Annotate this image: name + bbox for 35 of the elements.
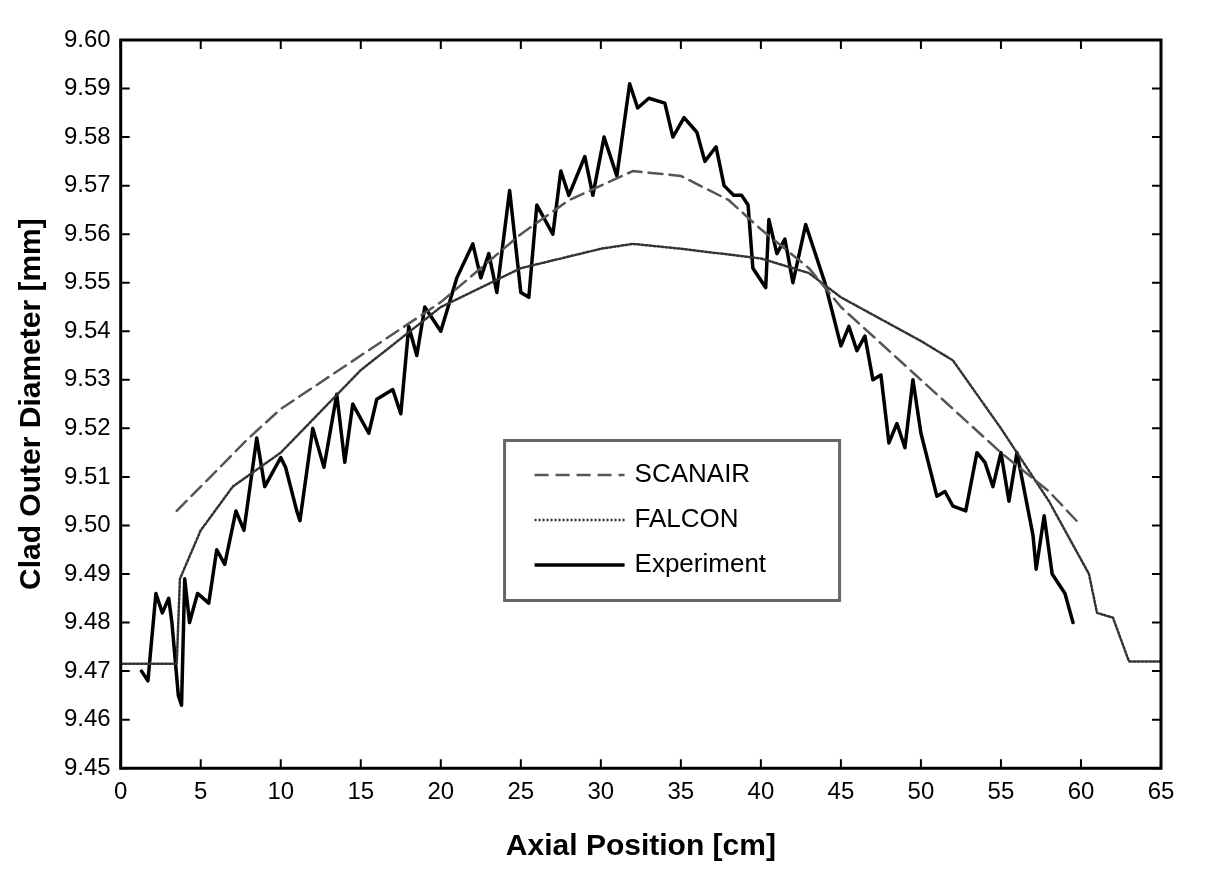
x-tick-label: 65 <box>1147 777 1175 805</box>
x-tick-label: 55 <box>987 777 1015 805</box>
legend-label: FALCON <box>634 503 739 534</box>
x-tick-label: 25 <box>507 777 535 805</box>
y-tick-label: 9.54 <box>63 315 111 343</box>
x-axis-title: Axial Position [cm] <box>505 828 776 862</box>
x-tick-label: 35 <box>667 777 695 805</box>
x-tick-label: 10 <box>267 777 295 805</box>
x-tick-label: 60 <box>1067 777 1095 805</box>
y-tick-label: 9.53 <box>63 364 111 392</box>
y-tick-label: 9.45 <box>63 752 111 780</box>
legend-label: SCANAIR <box>634 458 751 489</box>
y-tick-label: 9.51 <box>63 461 111 489</box>
y-tick-label: 9.50 <box>63 510 111 538</box>
y-tick-label: 9.46 <box>63 704 111 732</box>
x-tick-label: 45 <box>827 777 855 805</box>
y-tick-label: 9.49 <box>63 558 111 586</box>
x-tick-label: 20 <box>427 777 455 805</box>
y-tick-label: 9.48 <box>63 607 111 635</box>
x-tick-label: 15 <box>347 777 375 805</box>
y-axis-title: Clad Outer Diameter [mm] <box>13 218 47 590</box>
x-tick-label: 5 <box>194 777 208 805</box>
y-tick-label: 9.58 <box>63 121 111 149</box>
y-tick-label: 9.59 <box>63 73 111 101</box>
legend-label: Experiment <box>634 548 767 579</box>
y-tick-label: 9.52 <box>63 413 111 440</box>
y-tick-label: 9.60 <box>63 24 111 52</box>
x-tick-label: 50 <box>907 777 935 805</box>
x-tick-label: 30 <box>587 777 615 805</box>
y-tick-label: 9.55 <box>63 267 111 295</box>
y-tick-label: 9.57 <box>63 170 111 198</box>
x-tick-label: 0 <box>114 777 128 805</box>
y-tick-label: 9.47 <box>63 655 111 683</box>
x-tick-label: 40 <box>747 777 775 805</box>
y-tick-label: 9.56 <box>63 218 111 246</box>
